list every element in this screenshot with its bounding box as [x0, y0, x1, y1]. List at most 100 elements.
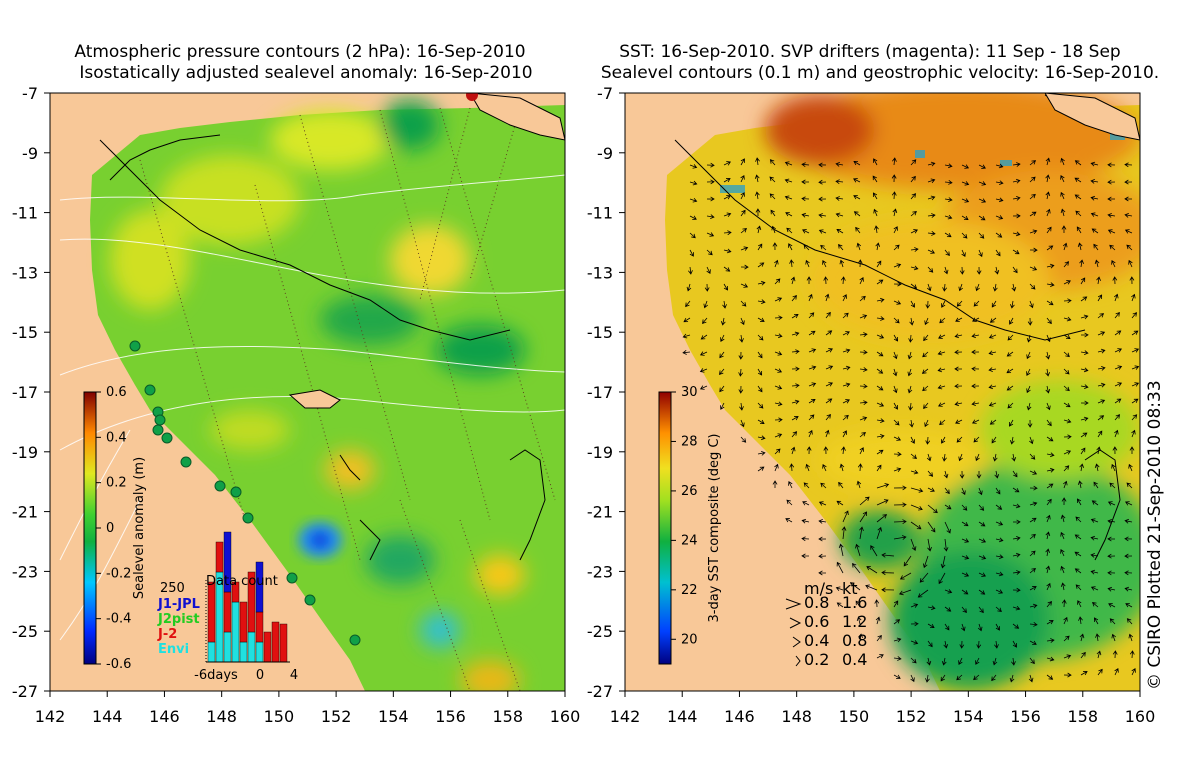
velocity-arrow [842, 294, 847, 302]
left-colorbar-label: Sealevel anomaly (m) [132, 457, 147, 599]
velocity-arrow [1124, 229, 1133, 234]
velocity-arrow [988, 350, 997, 356]
velocity-legend-kt: 1.6 [842, 593, 867, 612]
velocity-arrow [961, 572, 970, 577]
velocity-arrow [891, 174, 897, 183]
velocity-arrow [1074, 568, 1082, 574]
velocity-arrow [808, 365, 817, 371]
velocity-arrow [769, 193, 776, 200]
velocity-arrow [876, 634, 882, 642]
velocity-arrow [1046, 208, 1051, 217]
velocity-arrow [784, 195, 793, 200]
velocity-arrow [1097, 399, 1106, 404]
y-tick-label: -23 [587, 562, 613, 581]
velocity-arrow [872, 192, 878, 200]
velocity-arrow [1097, 382, 1106, 388]
velocity-arrow [1045, 157, 1051, 166]
velocity-arrow [955, 419, 963, 424]
credit-text: © CSIRO Plotted 21-Sep-2010 08:33 [1145, 380, 1165, 690]
velocity-arrow [1131, 312, 1138, 319]
velocity-arrow [825, 365, 834, 370]
velocity-arrow [774, 401, 783, 407]
velocity-arrow [820, 482, 827, 489]
velocity-arrow [975, 453, 980, 462]
velocity-arrow [774, 297, 783, 302]
velocity-arrow [909, 317, 915, 326]
velocity-arrow [907, 385, 913, 394]
right-colorbar-ramp [658, 391, 672, 665]
velocity-arrow [925, 436, 931, 445]
velocity-arrow [769, 159, 776, 166]
velocity-arrow [723, 248, 732, 254]
velocity-arrow [1090, 179, 1099, 184]
velocity-arrow [689, 232, 696, 239]
velocity-arrow [1079, 633, 1085, 642]
velocity-arrow [755, 191, 760, 200]
velocity-arrow [774, 433, 783, 438]
x-tick-label: 148 [206, 707, 237, 726]
velocity-arrow [995, 249, 1001, 257]
velocity-arrow [1012, 249, 1020, 255]
velocity-arrow [907, 368, 913, 377]
velocity-arrow [995, 163, 1004, 169]
velocity-arrow [978, 249, 983, 258]
velocity-arrow [1061, 497, 1067, 506]
velocity-arrow [995, 589, 1004, 594]
velocity-arrow [740, 158, 745, 166]
velocity-arrow [1009, 317, 1014, 325]
left-title-line1: Atmospheric pressure contours (2 hPa): 1… [74, 42, 525, 62]
velocity-arrow [825, 348, 833, 353]
velocity-arrow [1111, 463, 1116, 472]
data-count-x-tick: -6days [194, 668, 238, 683]
velocity-arrow [1063, 298, 1072, 304]
velocity-arrow [801, 553, 810, 559]
velocity-arrow [893, 451, 902, 457]
velocity-arrow [919, 572, 929, 583]
velocity-arrow [922, 351, 929, 358]
data-count-bar [207, 581, 216, 643]
velocity-arrow [907, 351, 913, 360]
velocity-arrow [720, 402, 725, 410]
velocity-arrow [943, 640, 949, 649]
x-tick-label: 150 [839, 707, 870, 726]
right-sst-field [765, 93, 1140, 690]
velocity-arrow [824, 293, 830, 302]
velocity-arrow [1012, 570, 1021, 575]
velocity-arrow [1080, 432, 1088, 438]
velocity-arrow [842, 365, 851, 371]
velocity-arrow [1026, 402, 1032, 411]
velocity-arrow [1097, 313, 1105, 319]
velocity-arrow [876, 368, 884, 374]
velocity-legend: m/s kt 0.8 1.60.6 1.20.4 0.80.2 0.4 [785, 579, 867, 669]
velocity-arrow [723, 161, 731, 166]
velocity-arrow [772, 480, 778, 489]
velocity-legend-ms: 0.4 [804, 631, 829, 650]
velocity-arrow [1074, 551, 1082, 557]
velocity-arrow [944, 163, 953, 169]
velocity-arrow [1063, 316, 1072, 322]
velocity-arrow [789, 463, 795, 472]
velocity-arrow [1029, 657, 1035, 665]
velocity-arrow [944, 197, 953, 202]
y-tick-label: -9 [22, 144, 38, 163]
velocity-arrow [971, 349, 980, 355]
velocity-arrow [685, 300, 691, 308]
velocity-arrow [1080, 400, 1089, 406]
velocity-arrow [699, 368, 708, 373]
velocity-arrow [1063, 465, 1070, 472]
velocity-arrow [1114, 414, 1121, 421]
velocity-arrow [1092, 602, 1099, 608]
velocity-arrow [1095, 633, 1100, 642]
velocity-arrow [995, 487, 1001, 495]
velocity-arrow [1108, 603, 1116, 608]
right-y-ticks: -7 -9 -11 -13 -15 -17 -19 -21 -23 -25 -27 [587, 84, 625, 701]
velocity-arrow [941, 300, 946, 308]
velocity-arrow [927, 487, 935, 492]
velocity-arrow [720, 317, 726, 326]
velocity-arrow [1029, 485, 1038, 491]
velocity-arrow [841, 526, 847, 540]
left-colorbar: 0.6 0.4 0.2 0 -0.2 -0.4 -0.6 Sealevel anomaly … [83, 385, 147, 672]
velocity-arrow [1077, 480, 1083, 489]
velocity-arrow [1063, 334, 1071, 340]
velocity-arrow [1029, 568, 1036, 574]
